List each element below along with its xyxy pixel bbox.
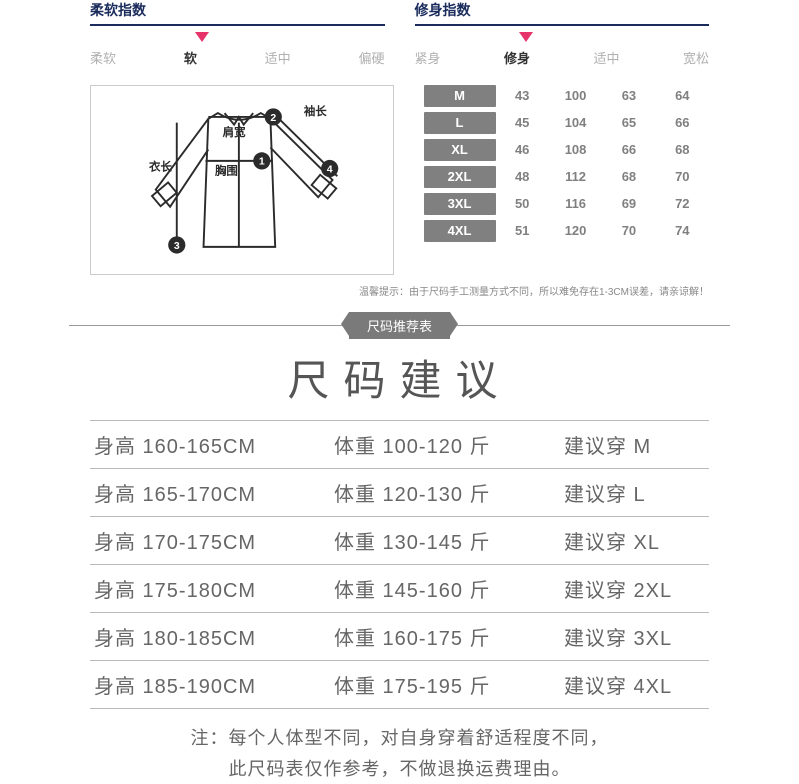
recommendation-table: 身高 160-165CM体重 100-120 斤建议穿 M身高 165-170C… [90, 420, 709, 709]
size-cell: 45 [496, 112, 549, 134]
rec-suggest: 建议穿 M [564, 430, 705, 459]
rec-height: 身高 165-170CM [94, 478, 334, 507]
rec-suggest: 建议穿 4XL [564, 670, 705, 699]
rec-weight: 体重 145-160 斤 [334, 574, 564, 603]
size-head: 4XL [424, 220, 496, 242]
scale-option: 偏硬 [358, 48, 384, 67]
size-cell: 70 [656, 166, 709, 188]
index-row: 柔软指数 柔软 软 适中 偏硬 修身指数 紧身 修身 适中 宽松 [10, 0, 789, 67]
size-cell: 72 [656, 193, 709, 215]
big-title: 尺码建议 [10, 347, 789, 408]
scale-option: 修身 [504, 48, 530, 67]
rec-suggest: 建议穿 3XL [564, 622, 705, 651]
size-cell: 68 [602, 166, 655, 188]
softness-index: 柔软指数 柔软 软 适中 偏硬 [90, 0, 385, 67]
rec-row: 身高 185-190CM体重 175-195 斤建议穿 4XL [90, 661, 709, 709]
diag-num-3: 3 [174, 240, 180, 252]
fit-title: 修身指数 [415, 0, 710, 26]
fit-scale: 紧身 修身 适中 宽松 [415, 32, 710, 67]
size-head: 3XL [424, 193, 496, 215]
size-cell: 48 [496, 166, 549, 188]
rec-weight: 体重 175-195 斤 [334, 670, 564, 699]
scale-option: 宽松 [683, 48, 709, 67]
rec-row: 身高 180-185CM体重 160-175 斤建议穿 3XL [90, 613, 709, 661]
scale-option: 柔软 [90, 48, 116, 67]
marker-icon [519, 32, 533, 42]
scale-option: 适中 [265, 48, 291, 67]
size-head: XL [424, 139, 496, 161]
measurement-tip: 温馨提示：由于尺码手工测量方式不同，所以难免存在1-3CM误差，请亲谅解！ [10, 283, 789, 298]
size-head: M [424, 85, 496, 107]
scale-option: 紧身 [415, 48, 441, 67]
scale-option: 适中 [593, 48, 619, 67]
size-cell: 43 [496, 85, 549, 107]
size-cell: 63 [602, 85, 655, 107]
size-cell: 104 [549, 112, 602, 134]
size-cell: 50 [496, 193, 549, 215]
divider: 尺码推荐表 [10, 312, 789, 339]
softness-title: 柔软指数 [90, 0, 385, 26]
size-head: 2XL [424, 166, 496, 188]
shirt-diagram: 1 2 3 4 肩宽 胸围 衣长 袖长 [90, 85, 394, 275]
scale-option: 软 [184, 48, 197, 67]
size-row: 3XL501166972 [424, 193, 710, 215]
size-cell: 64 [656, 85, 709, 107]
mid-row: 1 2 3 4 肩宽 胸围 衣长 袖长 M431006364L451046566… [10, 67, 789, 281]
softness-scale: 柔软 软 适中 偏硬 [90, 32, 385, 67]
note-line-1: 注：每个人体型不同，对自身穿着舒适程度不同， [10, 723, 789, 754]
rec-height: 身高 180-185CM [94, 622, 334, 651]
size-cell: 69 [602, 193, 655, 215]
size-cell: 108 [549, 139, 602, 161]
diag-num-2: 2 [270, 112, 276, 124]
size-row: M431006364 [424, 85, 710, 107]
size-cell: 66 [656, 112, 709, 134]
size-cell: 100 [549, 85, 602, 107]
diag-label-shoulder: 肩宽 [223, 125, 246, 139]
rec-height: 身高 175-180CM [94, 574, 334, 603]
size-row: 4XL511207074 [424, 220, 710, 242]
rec-weight: 体重 130-145 斤 [334, 526, 564, 555]
rec-row: 身高 170-175CM体重 130-145 斤建议穿 XL [90, 517, 709, 565]
rec-weight: 体重 120-130 斤 [334, 478, 564, 507]
rec-height: 身高 170-175CM [94, 526, 334, 555]
diag-label-chest: 胸围 [215, 163, 238, 177]
size-cell: 51 [496, 220, 549, 242]
size-row: 2XL481126870 [424, 166, 710, 188]
rec-weight: 体重 160-175 斤 [334, 622, 564, 651]
rec-weight: 体重 100-120 斤 [334, 430, 564, 459]
divider-badge: 尺码推荐表 [349, 312, 450, 339]
rec-suggest: 建议穿 2XL [564, 574, 705, 603]
size-cell: 74 [656, 220, 709, 242]
diag-num-4: 4 [327, 163, 333, 175]
note-line-2: 此尺码表仅作参考，不做退换运费理由。 [10, 754, 789, 784]
diag-label-length: 衣长 [149, 159, 172, 173]
size-cell: 70 [602, 220, 655, 242]
rec-row: 身高 165-170CM体重 120-130 斤建议穿 L [90, 469, 709, 517]
fit-index: 修身指数 紧身 修身 适中 宽松 [415, 0, 710, 67]
rec-suggest: 建议穿 XL [564, 526, 705, 555]
rec-height: 身高 185-190CM [94, 670, 334, 699]
size-cell: 116 [549, 193, 602, 215]
size-row: L451046566 [424, 112, 710, 134]
rec-suggest: 建议穿 L [564, 478, 705, 507]
size-row: XL461086668 [424, 139, 710, 161]
rec-row: 身高 160-165CM体重 100-120 斤建议穿 M [90, 420, 709, 469]
marker-icon [195, 32, 209, 42]
size-table: M431006364L451046566XL4610866682XL481126… [424, 85, 710, 247]
rec-height: 身高 160-165CM [94, 430, 334, 459]
size-cell: 66 [602, 139, 655, 161]
diag-label-sleeve: 袖长 [304, 104, 327, 118]
size-cell: 46 [496, 139, 549, 161]
size-cell: 68 [656, 139, 709, 161]
rec-row: 身高 175-180CM体重 145-160 斤建议穿 2XL [90, 565, 709, 613]
diag-num-1: 1 [259, 156, 265, 168]
footer-note: 注：每个人体型不同，对自身穿着舒适程度不同， 此尺码表仅作参考，不做退换运费理由… [10, 723, 789, 784]
size-cell: 120 [549, 220, 602, 242]
size-head: L [424, 112, 496, 134]
size-cell: 112 [549, 166, 602, 188]
size-cell: 65 [602, 112, 655, 134]
